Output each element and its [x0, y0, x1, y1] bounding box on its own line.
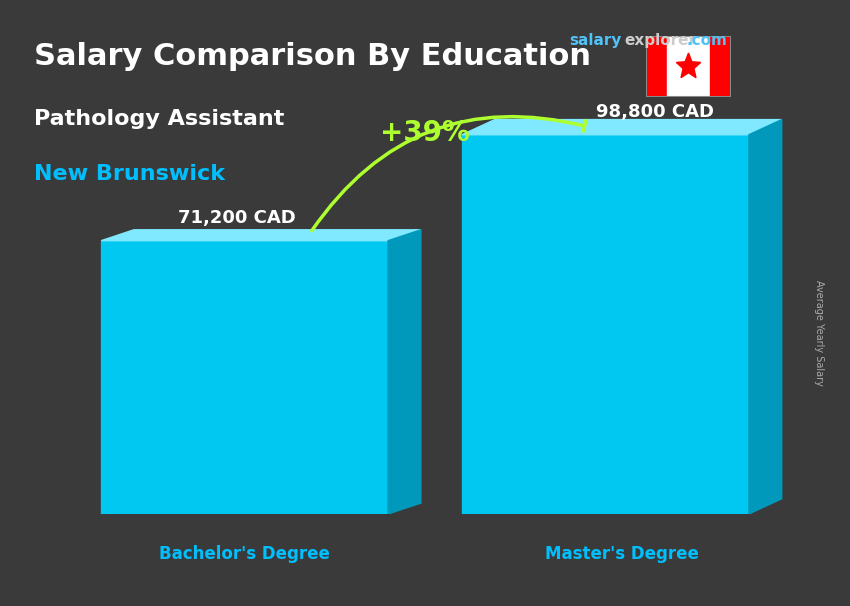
Bar: [101, 241, 388, 514]
Text: 71,200 CAD: 71,200 CAD: [178, 209, 295, 227]
Polygon shape: [462, 119, 782, 135]
Text: explorer: explorer: [625, 33, 697, 48]
Bar: [646, 36, 667, 97]
Text: salary: salary: [570, 33, 622, 48]
Text: 98,800 CAD: 98,800 CAD: [596, 103, 714, 121]
Text: +39%: +39%: [380, 119, 470, 147]
Bar: [462, 135, 749, 514]
Text: .com: .com: [687, 33, 728, 48]
Polygon shape: [677, 53, 700, 78]
Text: Master's Degree: Master's Degree: [545, 545, 699, 563]
Text: Pathology Assistant: Pathology Assistant: [34, 109, 285, 129]
Bar: [710, 36, 731, 97]
Text: Bachelor's Degree: Bachelor's Degree: [159, 545, 330, 563]
Polygon shape: [101, 230, 421, 241]
Polygon shape: [388, 230, 421, 514]
Polygon shape: [749, 119, 782, 514]
Text: Salary Comparison By Education: Salary Comparison By Education: [34, 42, 591, 72]
Text: New Brunswick: New Brunswick: [34, 164, 225, 184]
Text: Average Yearly Salary: Average Yearly Salary: [814, 281, 824, 386]
Bar: [667, 36, 710, 97]
